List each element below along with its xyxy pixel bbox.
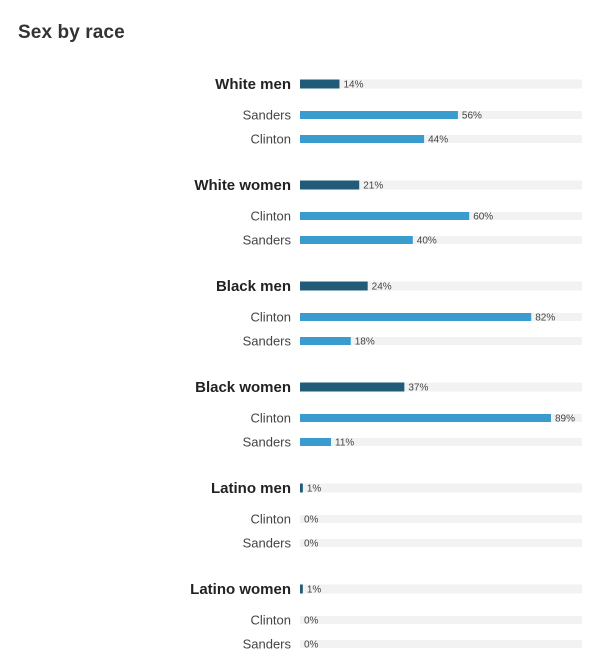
group-bar [300,382,405,392]
group-value-label: 1% [307,585,322,596]
candidate-bar [300,212,470,220]
group-bar [300,584,303,594]
group-value-label: 24% [372,282,392,293]
group-bar [300,79,340,89]
candidate-value-label: 60% [473,212,493,223]
candidate-value-label: 82% [535,313,555,324]
candidate-bar-track [300,640,582,648]
candidate-label: Clinton [251,209,291,224]
group-value-label: 37% [408,383,428,394]
group-value-label: 14% [343,80,363,91]
candidate-value-label: 18% [355,337,375,348]
group-label: Latino women [190,581,291,598]
group-value-label: 1% [307,484,322,495]
group-label: Black men [216,278,291,295]
chart-title: Sex by race [18,22,125,43]
candidate-bar-track [300,616,582,624]
candidate-bar-track [300,438,582,446]
group-label: White men [215,76,291,93]
candidate-bar [300,313,532,321]
group-bar [300,281,368,291]
candidate-value-label: 0% [304,640,319,651]
candidate-bar [300,337,351,345]
candidate-bar-track [300,539,582,547]
candidate-value-label: 44% [428,135,448,146]
candidate-bar [300,135,425,143]
candidate-value-label: 40% [417,236,437,247]
group-bar-track [300,281,582,291]
candidate-value-label: 56% [462,111,482,122]
candidate-label: Sanders [243,435,292,450]
candidate-bar-track [300,515,582,523]
candidate-label: Sanders [243,108,292,123]
group-bar [300,180,360,190]
group-label: Latino men [211,480,291,497]
candidate-bar [300,438,332,446]
candidate-label: Clinton [251,512,291,527]
candidate-value-label: 0% [304,616,319,627]
candidate-value-label: 11% [335,438,354,449]
candidate-bar-track [300,236,582,244]
group-bar-track [300,483,582,493]
group-value-label: 21% [363,181,383,192]
candidate-bar-track [300,337,582,345]
candidate-bar-track [300,135,582,143]
candidate-value-label: 0% [304,515,319,526]
group-bar-track [300,584,582,594]
candidate-value-label: 0% [304,539,319,550]
group-bar [300,483,303,493]
candidate-label: Clinton [251,310,291,325]
candidate-label: Sanders [243,536,292,551]
candidate-label: Sanders [243,334,292,349]
candidate-value-label: 89% [555,414,575,425]
candidate-label: Clinton [251,411,291,426]
candidate-bar [300,236,413,244]
candidate-label: Sanders [243,233,292,248]
candidate-label: Clinton [251,132,291,147]
candidate-label: Clinton [251,613,291,628]
group-bar-track [300,79,582,89]
group-label: White women [194,177,291,194]
candidate-bar [300,111,458,119]
group-bar-track [300,382,582,392]
candidate-bar [300,414,551,422]
candidate-label: Sanders [243,637,292,652]
group-label: Black women [195,379,291,396]
group-bar-track [300,180,582,190]
